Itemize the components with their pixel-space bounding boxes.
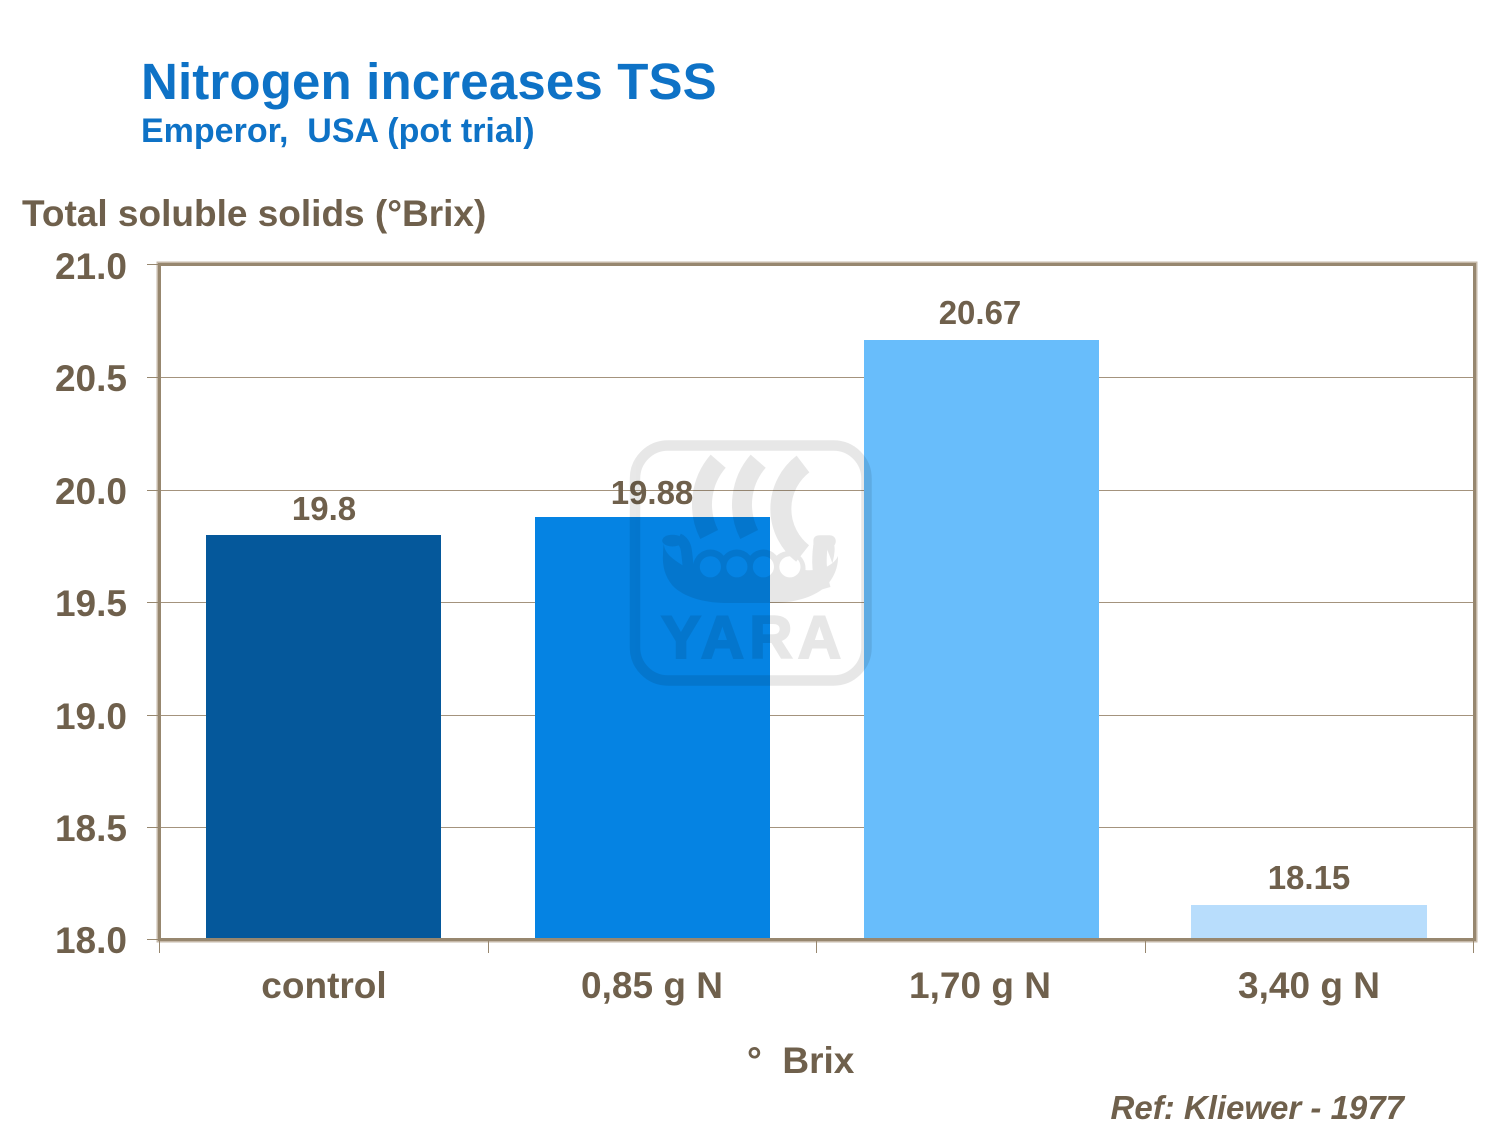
svg-text:YARA: YARA — [661, 604, 846, 671]
